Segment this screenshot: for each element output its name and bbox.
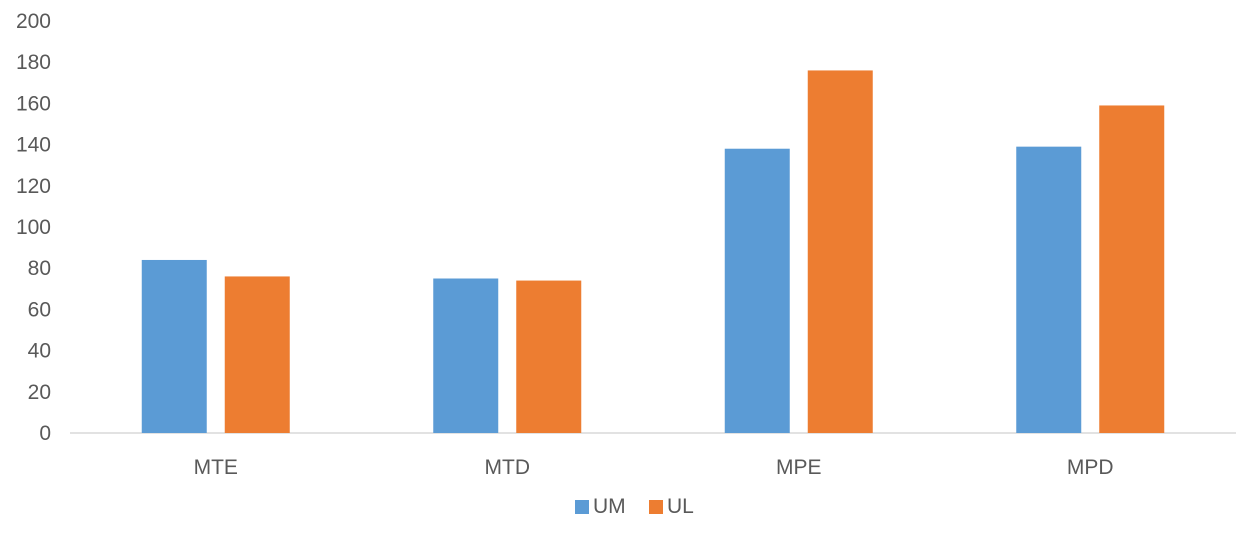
legend: UM UL (575, 495, 694, 518)
bar-ul-mpd (1099, 105, 1165, 434)
bars (141, 70, 1165, 434)
y-tick-label: 200 (16, 10, 51, 33)
x-tick-label: MTE (194, 456, 238, 479)
bar-ul-mte (224, 276, 290, 433)
y-tick-label: 140 (16, 134, 51, 157)
bar-um-mpe (724, 148, 790, 433)
legend-label-um: UM (593, 495, 626, 518)
y-tick-label: 60 (28, 298, 51, 321)
y-tick-label: 80 (28, 257, 51, 280)
x-axis-tick-labels: MTE MTD MPE MPD (194, 456, 1114, 479)
legend-swatch-um (575, 500, 589, 514)
bar-ul-mpe (807, 70, 873, 433)
legend-swatch-ul (649, 500, 663, 514)
y-tick-label: 0 (39, 422, 51, 445)
x-tick-label: MPE (776, 456, 822, 479)
x-tick-label: MTD (485, 456, 531, 479)
y-tick-label: 40 (28, 340, 51, 363)
y-tick-label: 20 (28, 381, 51, 404)
bar-um-mpd (1016, 146, 1082, 433)
y-tick-label: 180 (16, 51, 51, 74)
bar-ul-mtd (516, 280, 582, 433)
y-tick-label: 100 (16, 216, 51, 239)
y-tick-label: 160 (16, 92, 51, 115)
bar-um-mte (141, 259, 207, 433)
y-axis-tick-labels: 0 20 40 60 80 100 120 140 160 180 200 (16, 10, 51, 445)
bar-um-mtd (433, 278, 499, 433)
x-tick-label: MPD (1067, 456, 1114, 479)
legend-label-ul: UL (667, 495, 694, 518)
y-tick-label: 120 (16, 175, 51, 198)
